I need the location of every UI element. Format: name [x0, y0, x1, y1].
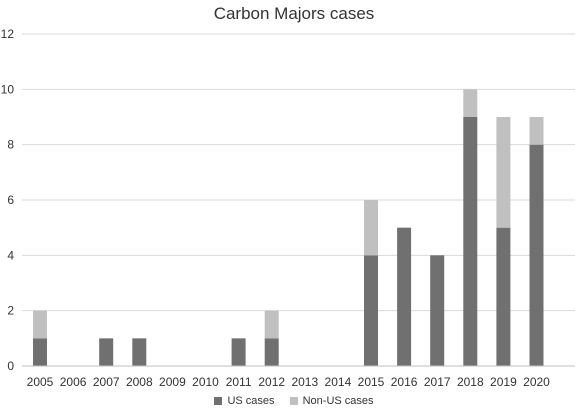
y-tick-label: 6: [7, 193, 14, 207]
y-tick-label: 8: [7, 138, 14, 152]
x-tick-label: 2016: [391, 375, 418, 389]
chart-title: Carbon Majors cases: [213, 4, 375, 23]
bar-us-2007: [99, 338, 114, 366]
bar-us-2005: [33, 338, 47, 366]
bar-non-us-2012: [264, 310, 279, 339]
y-axis-ticks: 0 2 4 6 8 10 12: [1, 27, 15, 373]
bar-us-2011: [231, 338, 246, 366]
bar-non-us-2018: [463, 89, 478, 117]
x-tick-label: 2005: [27, 375, 54, 389]
bar-us-2012: [264, 338, 279, 366]
bar-us-2016: [397, 227, 412, 366]
bar-us-2017: [430, 255, 445, 366]
x-tick-label: 2012: [258, 375, 285, 389]
x-tick-label: 2017: [424, 375, 451, 389]
x-axis-ticks: 2005 2006 2007 2008 2009 2010 2011 2012 2013 2014…: [27, 375, 551, 389]
x-tick-label: 2013: [291, 375, 318, 389]
bars: [33, 89, 544, 366]
bar-us-2018: [463, 117, 478, 366]
y-tick-label: 4: [7, 248, 14, 262]
legend-label-non-us: Non-US cases: [302, 395, 374, 407]
x-tick-label: 2020: [523, 375, 550, 389]
legend-item-us: US cases: [214, 395, 275, 407]
x-tick-label: 2011: [226, 375, 252, 389]
legend-swatch-us: [214, 397, 223, 405]
bar-us-2019: [496, 227, 511, 366]
bar-non-us-2019: [496, 117, 511, 228]
legend-item-non-us: Non-US cases: [289, 395, 374, 407]
legend: US cases Non-US cases: [0, 395, 588, 408]
x-tick-label: 2015: [358, 375, 385, 389]
gridlines: [22, 33, 575, 312]
bar-us-2015: [364, 255, 378, 366]
y-tick-label: 12: [1, 27, 15, 41]
x-tick-label: 2010: [192, 375, 219, 389]
bar-us-2008: [132, 338, 147, 366]
y-tick-label: 0: [7, 359, 14, 373]
x-tick-label: 2014: [325, 375, 352, 389]
x-tick-label: 2007: [93, 375, 120, 389]
x-tick-label: 2008: [126, 375, 153, 389]
x-tick-label: 2018: [457, 375, 484, 389]
y-tick-label: 10: [1, 82, 15, 96]
x-tick-label: 2006: [60, 375, 87, 389]
bar-non-us-2020: [529, 117, 544, 145]
legend-swatch-non-us: [289, 397, 298, 405]
bar-non-us-2015: [364, 200, 378, 256]
bar-non-us-2005: [33, 310, 47, 339]
y-tick-label: 2: [7, 304, 14, 318]
legend-label-us: US cases: [227, 395, 275, 407]
x-tick-label: 2019: [490, 375, 517, 389]
bar-us-2020: [529, 144, 544, 366]
x-tick-label: 2009: [159, 375, 186, 389]
